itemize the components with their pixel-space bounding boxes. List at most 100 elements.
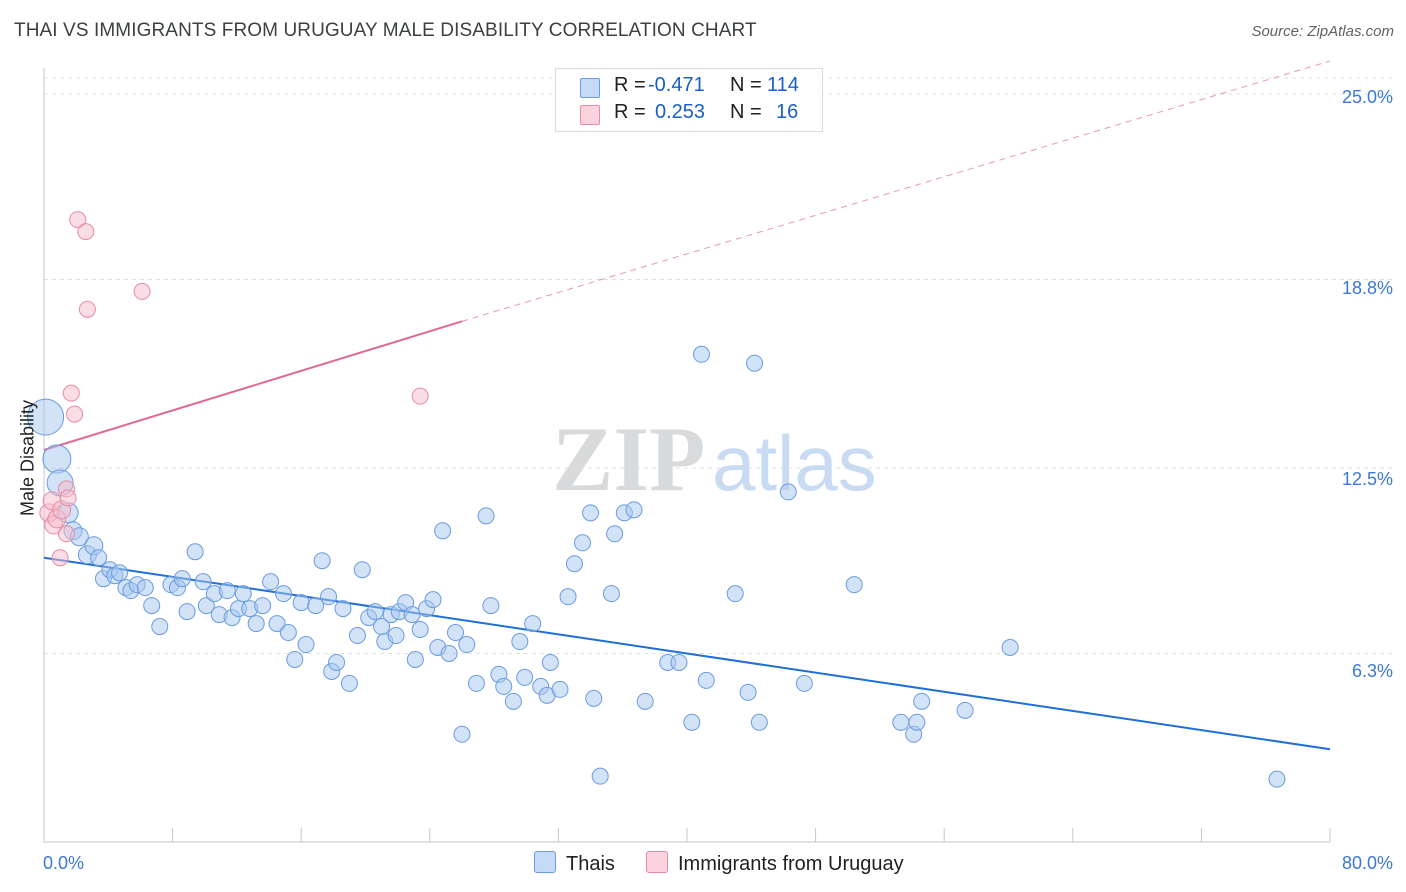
point-thais: [908, 713, 926, 731]
legend-item-uruguay[interactable]: Immigrants from Uruguay: [646, 851, 904, 876]
legend-r-label: R =: [614, 101, 646, 123]
point-thais: [434, 522, 452, 540]
point-thais: [262, 573, 280, 591]
point-thais: [136, 579, 154, 597]
point-thais: [279, 624, 297, 642]
point-thais: [574, 534, 592, 552]
point-thais: [328, 653, 346, 671]
y-axis-label: Male Disability: [17, 399, 38, 517]
point-thais: [307, 597, 325, 615]
trend-lines: [43, 60, 1331, 751]
point-thais: [845, 576, 863, 594]
point-thais: [504, 692, 522, 710]
legend-n-value: 16: [776, 101, 799, 123]
point-thais: [739, 683, 757, 701]
point-thais: [913, 692, 931, 710]
point-thais: [697, 671, 715, 689]
point-thais: [403, 606, 421, 624]
trend-line-uruguay: [43, 320, 463, 451]
legend-n-label: N =: [730, 101, 762, 123]
legend-swatch-pink: [580, 105, 600, 125]
trend-line-thais: [43, 556, 1331, 751]
point-thais: [447, 624, 465, 642]
point-uruguay: [58, 525, 76, 543]
point-thais: [297, 636, 315, 654]
point-thais: [956, 701, 974, 719]
point-thais: [292, 594, 310, 612]
point-thais: [218, 582, 236, 600]
point-thais: [746, 354, 764, 372]
point-thais: [90, 549, 108, 567]
point-thais: [334, 600, 352, 618]
point-thais: [42, 444, 72, 474]
point-thais: [151, 618, 169, 636]
x-tick-label: 80.0%: [1341, 853, 1393, 873]
y-tick-label: 18.8%: [1341, 278, 1393, 298]
point-uruguay: [59, 489, 77, 507]
legend-n-label: N =: [730, 74, 762, 96]
y-tick-label: 25.0%: [1341, 87, 1393, 107]
trend-line-uruguay-extension: [461, 60, 1331, 322]
point-thais: [387, 627, 405, 645]
point-thais: [247, 615, 265, 633]
point-uruguay: [69, 211, 87, 229]
point-thais: [482, 597, 500, 615]
source-credit: Source: ZipAtlas.com: [1251, 23, 1394, 40]
point-thais: [320, 588, 338, 606]
point-thais: [453, 725, 471, 743]
point-thais: [636, 692, 654, 710]
point-thais: [186, 543, 204, 561]
point-thais: [516, 668, 534, 686]
point-thais: [348, 627, 366, 645]
point-thais: [173, 570, 191, 588]
point-thais: [1001, 639, 1019, 657]
legend-r-value: 0.253: [655, 101, 706, 123]
point-thais: [197, 597, 215, 615]
point-thais: [559, 588, 577, 606]
point-uruguay: [51, 549, 69, 567]
point-thais: [779, 483, 797, 501]
point-thais: [495, 677, 513, 695]
point-thais: [683, 713, 701, 731]
point-thais: [795, 674, 813, 692]
point-thais: [511, 633, 529, 651]
point-thais: [458, 636, 476, 654]
point-thais: [892, 713, 910, 731]
x-tick-label: 0.0%: [43, 853, 85, 873]
point-thais: [406, 650, 424, 668]
chart-title: THAI VS IMMIGRANTS FROM URUGUAY MALE DIS…: [14, 20, 757, 41]
point-thais: [275, 585, 293, 603]
point-thais: [585, 689, 603, 707]
point-uruguay: [77, 223, 95, 241]
point-thais: [591, 767, 609, 785]
legend-r-value: -0.471: [648, 74, 705, 96]
point-thais: [582, 504, 600, 522]
legend-item-thais[interactable]: Thais: [534, 851, 615, 876]
point-thais: [143, 597, 161, 615]
gridlines: [44, 77, 1392, 654]
watermark: ZIP atlas: [552, 408, 877, 510]
legend-label: Immigrants from Uruguay: [678, 853, 904, 875]
y-tick-label: 12.5%: [1341, 469, 1393, 489]
point-thais: [178, 603, 196, 621]
data-points: [27, 211, 1286, 788]
point-thais: [565, 555, 583, 573]
point-thais: [286, 650, 304, 668]
point-thais: [111, 564, 129, 582]
point-thais: [602, 585, 620, 603]
legend-swatch-blue: [534, 851, 556, 873]
point-uruguay: [66, 405, 84, 423]
legend-label: Thais: [566, 853, 615, 875]
point-thais: [750, 713, 768, 731]
point-thais: [606, 525, 624, 543]
point-thais: [726, 585, 744, 603]
point-thais: [194, 573, 212, 591]
point-thais: [1268, 770, 1286, 788]
point-thais: [234, 585, 252, 603]
point-thais: [268, 615, 286, 633]
point-thais: [541, 653, 559, 671]
point-thais: [340, 674, 358, 692]
point-thais: [254, 597, 272, 615]
point-thais: [313, 552, 331, 570]
point-thais: [670, 653, 688, 671]
